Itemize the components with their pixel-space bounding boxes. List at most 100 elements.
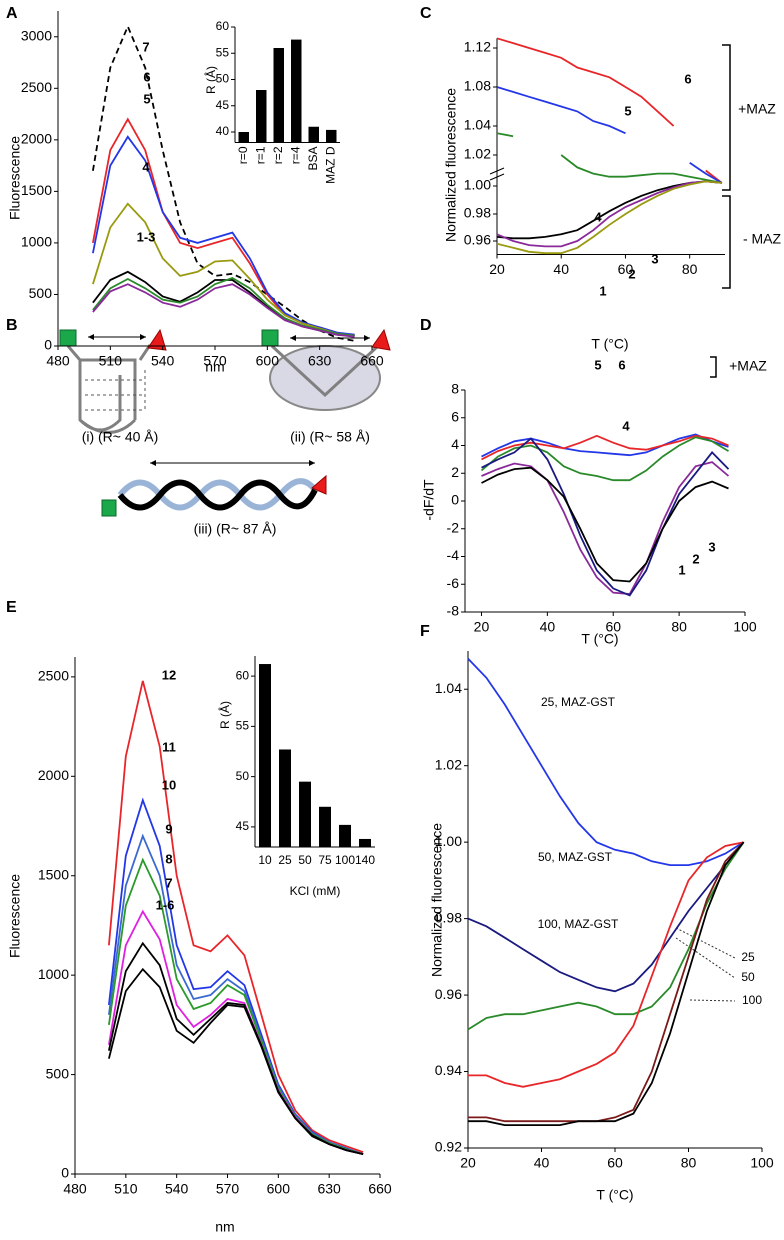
x-tick-label: 480: [63, 1181, 87, 1197]
y-axis-label: Fluorescence: [7, 874, 23, 958]
bar: [256, 90, 267, 143]
y-tick-label: 0: [451, 492, 459, 508]
annotation: +MAZ: [738, 101, 776, 117]
panel-label: C: [420, 5, 432, 22]
bar: [359, 838, 371, 847]
series-label: 2: [628, 266, 635, 281]
y-tick-label: 0: [61, 1165, 69, 1181]
y-tick-label: 0.96: [464, 232, 491, 248]
x-tick-label: 10: [258, 853, 272, 867]
line-series: [496, 180, 722, 248]
y-tick-label: -6: [447, 575, 460, 591]
x-tick-label: 100: [335, 853, 355, 867]
series-label: 1-6: [156, 897, 175, 912]
y-tick-label: 1000: [21, 234, 52, 250]
series-label: 4: [622, 418, 630, 433]
y-tick-label: 6: [451, 408, 459, 424]
bar: [259, 664, 271, 847]
annotation: +MAZ: [729, 358, 767, 374]
diagram-label: (iii) (R~ 87 Å): [194, 521, 277, 537]
bar: [308, 126, 319, 143]
bar: [299, 781, 311, 847]
x-tick-label: 20: [460, 1155, 476, 1171]
line-series: [481, 461, 730, 595]
line-series: [108, 967, 364, 1155]
x-tick-label: 540: [165, 1181, 189, 1197]
line-series: [480, 436, 729, 482]
series-label: 50: [741, 970, 755, 984]
series-label: 6: [618, 357, 625, 372]
x-tick-label: 60: [605, 619, 621, 635]
y-tick-label: 1.04: [435, 680, 462, 696]
y-tick-label: 1.02: [435, 756, 462, 772]
x-tick-label: 630: [308, 353, 332, 369]
series-label: 8: [165, 851, 172, 866]
x-tick-label: 40: [540, 619, 556, 635]
series-label: 6: [143, 69, 150, 84]
panel-label: E: [6, 599, 17, 616]
y-tick-label: 1.04: [464, 117, 491, 133]
bar: [319, 806, 331, 847]
y-tick-label: 500: [29, 285, 53, 301]
bar: [326, 129, 337, 143]
y-tick-label: -4: [447, 547, 460, 563]
y-tick-label: 0.92: [435, 1139, 462, 1155]
x-tick-label: 570: [203, 353, 227, 369]
series-label: 5: [594, 357, 601, 372]
bracket: [722, 44, 731, 289]
y-tick-label: 45: [216, 98, 230, 112]
line-series: [92, 277, 355, 337]
line-series: [108, 857, 364, 1155]
x-axis-label: T (°C): [581, 631, 618, 647]
series-label: 6: [684, 71, 691, 86]
y-tick-label: 500: [46, 1065, 70, 1081]
line-series: [481, 437, 730, 597]
x-tick-label: 80: [671, 619, 687, 635]
line-series: [467, 657, 745, 866]
line-series: [467, 841, 745, 1031]
panel-label: D: [420, 317, 432, 334]
series-label: 5: [143, 91, 150, 106]
series-label: 1: [678, 562, 685, 577]
y-tick-label: -2: [447, 519, 460, 535]
x-tick-label: r=4: [288, 146, 302, 164]
x-tick-label: 60: [618, 261, 634, 277]
x-tick-label: 480: [46, 353, 70, 369]
x-tick-label: 540: [151, 353, 175, 369]
x-tick-label: 630: [317, 1181, 341, 1197]
y-tick-label: 60: [216, 19, 230, 33]
y-axis-label: Normalized fluorescence: [443, 88, 459, 242]
y-tick-label: 2000: [21, 131, 52, 147]
x-tick-label: 100: [750, 1155, 774, 1171]
y-tick-label: 0: [44, 337, 52, 353]
x-tick-label: 140: [355, 853, 375, 867]
y-tick-label: 1.00: [464, 177, 491, 193]
y-tick-label: 55: [216, 45, 230, 59]
line-series: [496, 37, 723, 184]
series-label: 9: [165, 821, 172, 836]
x-tick-label: r=0: [236, 146, 250, 164]
y-tick-label: 8: [451, 381, 459, 397]
x-tick-label: BSA: [306, 147, 320, 171]
series-label: 1: [599, 283, 606, 298]
line-series: [468, 841, 744, 1088]
x-axis-label: T (°C): [591, 336, 628, 352]
panel-label: A: [6, 5, 18, 22]
x-tick-label: 100: [733, 619, 757, 635]
y-tick-label: 45: [236, 819, 250, 833]
y-tick-label: 1500: [21, 182, 52, 198]
panel-label: F: [420, 623, 430, 640]
x-tick-label: 660: [360, 353, 384, 369]
y-tick-label: 2500: [21, 79, 52, 95]
series-label: 7: [142, 39, 149, 54]
diagram-iii: [101, 460, 327, 517]
line-series: [467, 841, 745, 993]
y-tick-label: 0.98: [464, 205, 491, 221]
x-tick-label: r=1: [253, 146, 267, 164]
series-label: 10: [162, 777, 176, 792]
line-series: [468, 841, 745, 1126]
y-tick-label: 3000: [21, 27, 52, 43]
line-series: [108, 680, 364, 1153]
